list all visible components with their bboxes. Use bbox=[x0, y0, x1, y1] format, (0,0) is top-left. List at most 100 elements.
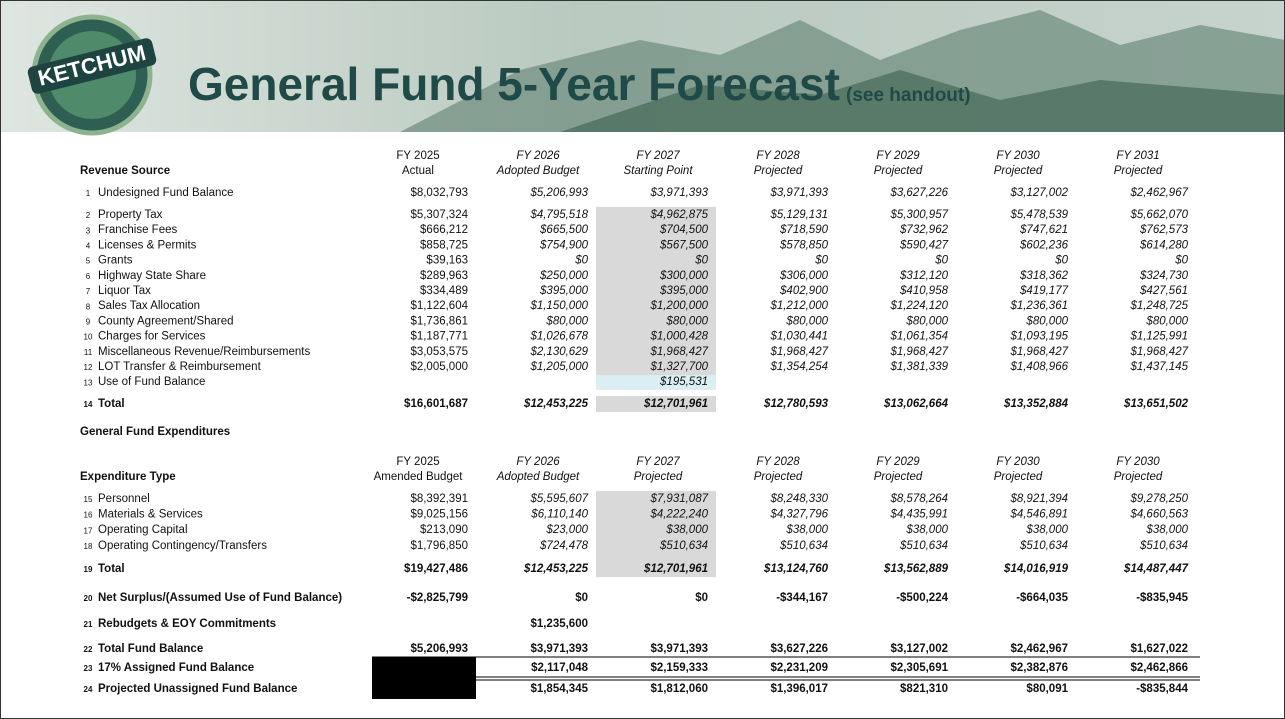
cell: $1,627,022 bbox=[1130, 643, 1188, 655]
row-label: Rebudgets & EOY Commitments bbox=[98, 618, 276, 630]
cell: $3,053,575 bbox=[410, 346, 468, 358]
cell: $0 bbox=[694, 255, 708, 267]
cell: $1,354,254 bbox=[769, 361, 828, 373]
column-header: FY 2030 bbox=[996, 456, 1040, 468]
cell: $4,222,240 bbox=[649, 509, 708, 521]
column-header: Projected bbox=[754, 471, 803, 483]
cell: $0 bbox=[574, 255, 588, 267]
cell: $1,125,991 bbox=[1129, 331, 1188, 343]
cell: $318,362 bbox=[1019, 270, 1069, 282]
cell: $602,236 bbox=[1019, 239, 1069, 251]
logo-band bbox=[27, 38, 157, 94]
cell: $2,159,333 bbox=[650, 662, 708, 674]
column-header: FY 2029 bbox=[876, 456, 920, 468]
column-header: Projected bbox=[634, 471, 683, 483]
cell: $395,000 bbox=[539, 285, 589, 297]
row-label: Grants bbox=[98, 255, 133, 267]
column-header: Projected bbox=[1114, 165, 1163, 177]
cell: $1,200,000 bbox=[649, 300, 708, 312]
row-label: Net Surplus/(Assumed Use of Fund Balance… bbox=[98, 592, 342, 604]
cell: $1,854,345 bbox=[530, 683, 588, 695]
cell: $9,278,250 bbox=[1129, 493, 1188, 505]
row-label: Miscellaneous Revenue/Reimbursements bbox=[98, 346, 310, 358]
cell: -$500,224 bbox=[896, 592, 948, 604]
column-header: FY 2025 bbox=[396, 456, 439, 468]
column-header: Projected bbox=[994, 165, 1043, 177]
row-label: Use of Fund Balance bbox=[98, 376, 205, 388]
cell: $38,000 bbox=[1025, 524, 1068, 536]
column-header: Projected bbox=[874, 165, 923, 177]
shade bbox=[596, 207, 716, 375]
cell: $13,062,664 bbox=[883, 398, 949, 410]
cell: $19,427,486 bbox=[404, 563, 468, 575]
cell: $12,701,961 bbox=[643, 398, 708, 410]
row-label: Total Fund Balance bbox=[98, 643, 203, 655]
row-label: Highway State Share bbox=[98, 270, 206, 282]
cell: $3,627,226 bbox=[889, 187, 948, 199]
cell: $5,206,993 bbox=[529, 187, 588, 199]
shade bbox=[596, 491, 716, 577]
cell: $747,621 bbox=[1019, 224, 1068, 236]
row-number: 6 bbox=[86, 272, 91, 281]
column-header: FY 2026 bbox=[516, 150, 560, 162]
cell: $13,124,760 bbox=[763, 563, 829, 575]
cell: $12,453,225 bbox=[523, 563, 589, 575]
cell: $1,224,120 bbox=[889, 300, 948, 312]
cell: $80,000 bbox=[905, 315, 948, 327]
cell: $590,427 bbox=[899, 239, 949, 251]
cell: $5,300,957 bbox=[889, 209, 948, 221]
cell: $13,352,884 bbox=[1003, 398, 1069, 410]
cell: $4,327,796 bbox=[769, 509, 828, 521]
cell: $0 bbox=[814, 255, 828, 267]
cell: $1,030,441 bbox=[769, 331, 828, 343]
cell: $80,000 bbox=[665, 315, 708, 327]
cell: $1,968,427 bbox=[1009, 346, 1068, 358]
row-label: Personnel bbox=[98, 493, 150, 505]
column-header: Projected bbox=[754, 165, 803, 177]
cell: $8,921,394 bbox=[1009, 493, 1068, 505]
cell: $1,236,361 bbox=[1009, 300, 1068, 312]
row-number: 21 bbox=[84, 620, 93, 629]
row-number: 19 bbox=[84, 565, 93, 574]
cell: $614,280 bbox=[1139, 239, 1189, 251]
cell: $410,958 bbox=[899, 285, 949, 297]
cell: $510,634 bbox=[659, 540, 708, 552]
cell: $4,546,891 bbox=[1009, 509, 1068, 521]
column-header: Projected bbox=[874, 471, 923, 483]
column-header: Adopted Budget bbox=[496, 165, 580, 177]
cell: $1,968,427 bbox=[889, 346, 948, 358]
cell: $12,453,225 bbox=[523, 398, 589, 410]
cell: $14,016,919 bbox=[1003, 563, 1069, 575]
row-number: 16 bbox=[84, 511, 93, 520]
cell: $38,000 bbox=[785, 524, 828, 536]
cell: $510,634 bbox=[899, 540, 948, 552]
row-number: 22 bbox=[84, 645, 93, 654]
row-number: 20 bbox=[84, 594, 93, 603]
row-number: 17 bbox=[84, 526, 93, 535]
column-header: FY 2026 bbox=[516, 456, 560, 468]
row-label: 17% Assigned Fund Balance bbox=[98, 662, 254, 674]
column-header: Amended Budget bbox=[374, 471, 464, 483]
cell: $732,962 bbox=[899, 224, 949, 236]
cell: $1,968,427 bbox=[649, 346, 708, 358]
cell: -$2,825,799 bbox=[407, 592, 468, 604]
row-number: 13 bbox=[84, 378, 93, 387]
column-header: Starting Point bbox=[623, 165, 693, 177]
cell: $324,730 bbox=[1139, 270, 1189, 282]
cell: $14,487,447 bbox=[1123, 563, 1189, 575]
cell: $250,000 bbox=[539, 270, 589, 282]
cell: $1,968,427 bbox=[1129, 346, 1188, 358]
cell: $3,127,002 bbox=[890, 643, 948, 655]
row-number: 18 bbox=[84, 542, 93, 551]
cell: $1,327,700 bbox=[649, 361, 708, 373]
cell: $2,382,876 bbox=[1010, 662, 1068, 674]
column-label: Revenue Source bbox=[80, 165, 170, 177]
row-number: 7 bbox=[86, 287, 91, 296]
cell: $510,634 bbox=[779, 540, 828, 552]
section-title: General Fund Expenditures bbox=[80, 426, 230, 438]
cell: $8,248,330 bbox=[769, 493, 828, 505]
row-label: Materials & Services bbox=[98, 509, 203, 521]
row-label: Licenses & Permits bbox=[98, 239, 197, 251]
cell: $1,212,000 bbox=[769, 300, 828, 312]
cell: $2,130,629 bbox=[529, 346, 588, 358]
